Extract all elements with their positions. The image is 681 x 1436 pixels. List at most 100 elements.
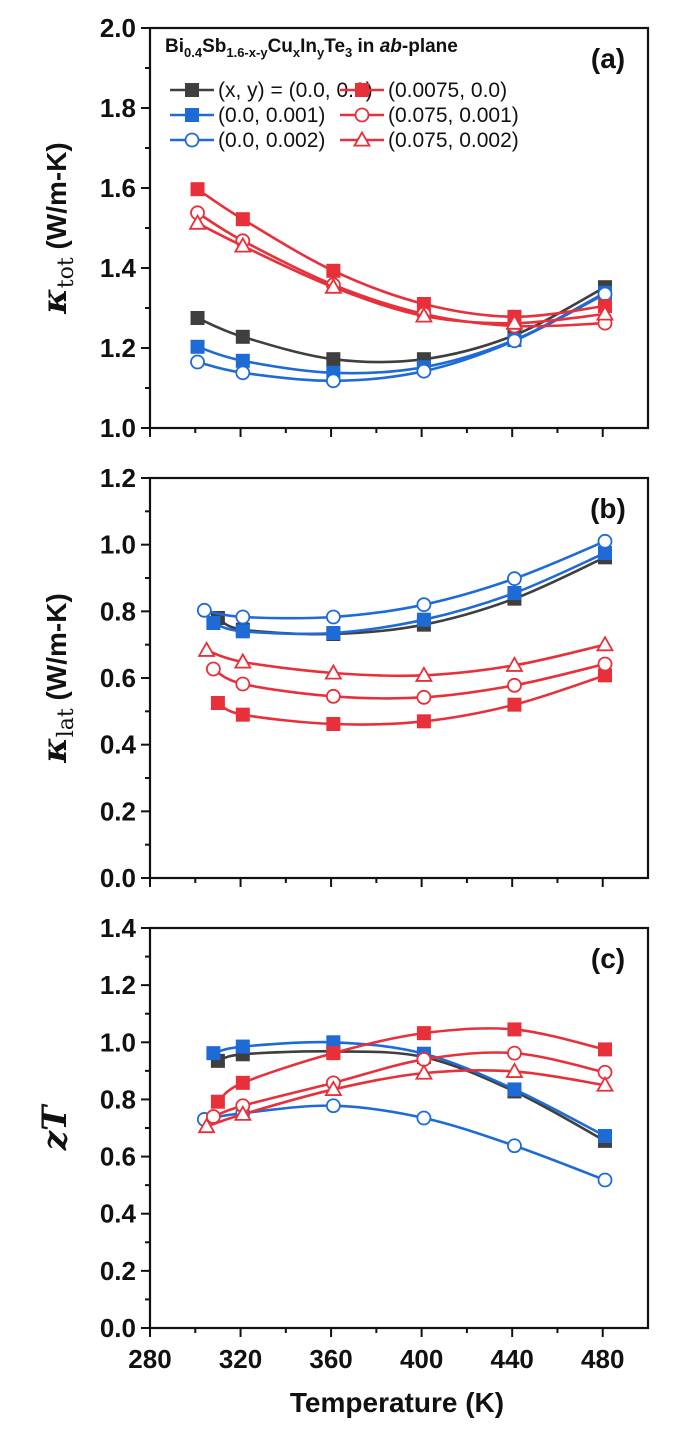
y-tick-label: 2.0: [100, 13, 136, 43]
data-point: [235, 365, 251, 381]
panel-label: (a): [591, 43, 625, 74]
data-point: [416, 714, 431, 729]
panel-label: (c): [591, 943, 625, 974]
series-line: [217, 674, 606, 726]
data-point: [235, 707, 250, 722]
data-point: [190, 354, 205, 370]
y-tick-label: 0.8: [100, 596, 136, 626]
data-point: [416, 689, 432, 705]
y-tick-label: 1.0: [100, 530, 136, 560]
data-point: [206, 1046, 221, 1061]
data-point: [324, 663, 343, 680]
data-point: [235, 676, 251, 692]
legend-label: (0.075, 0.001): [388, 104, 519, 127]
y-tick-label: 1.4: [100, 913, 137, 943]
panel-3: 0.0 0.2 0.4 0.6 0.8 1.0 1.2 1.4 280 320 360 400 440 4…: [35, 913, 650, 1374]
y-axis-unit: (W/m-K): [41, 593, 72, 708]
y-tick-label: 0.2: [100, 796, 136, 826]
data-point: [507, 677, 522, 693]
y-tick-label: 1.2: [100, 970, 136, 1000]
series-2: [206, 546, 612, 640]
data-point: [416, 1110, 432, 1126]
series-6: [197, 635, 615, 682]
series-4: [210, 668, 612, 731]
legend-label: (0.0075, 0.0): [388, 79, 507, 102]
legend-title: Bi0.4Sb1.6-x-yCuxInyTe3 in ab-plane: [165, 36, 458, 60]
x-tick-label: 480: [581, 1344, 624, 1374]
series-5: [205, 656, 613, 705]
data-point: [507, 1045, 522, 1061]
data-point: [595, 1075, 615, 1092]
data-point: [326, 1046, 341, 1061]
data-point: [325, 609, 341, 625]
data-point: [595, 304, 615, 321]
y-tick-label: 0.8: [100, 1084, 136, 1114]
y-axis-unit: (W/m-K): [41, 142, 72, 257]
legend-items: (x, y) = (0.0, 0.0)(0.0, 0.001)(0.0, 0.0…: [170, 79, 519, 152]
data-point: [235, 1075, 250, 1090]
y-tick-label: 0.0: [100, 863, 136, 893]
legend-marker: [184, 132, 200, 148]
data-point: [190, 339, 205, 354]
data-point: [190, 182, 205, 197]
data-point: [597, 533, 613, 549]
y-axis-symbol: κ: [35, 288, 75, 314]
legend-item: (0.0, 0.002): [170, 129, 325, 152]
legend-item: (0.075, 0.001): [340, 104, 519, 127]
legend-marker: [185, 83, 199, 97]
data-point: [197, 641, 216, 657]
legend-item: (x, y) = (0.0, 0.0): [170, 79, 373, 102]
series-line: [213, 1040, 606, 1138]
data-point: [597, 1042, 612, 1057]
data-point: [507, 1082, 522, 1097]
series-4: [190, 182, 612, 324]
series-3: [190, 286, 613, 389]
data-point: [507, 1022, 522, 1037]
data-point: [233, 1104, 252, 1121]
data-point: [190, 311, 205, 325]
legend-label: (0.075, 0.002): [388, 129, 519, 152]
data-point: [507, 571, 522, 587]
y-tick-label: 1.0: [100, 1027, 136, 1057]
y-tick-label: 1.2: [100, 463, 136, 493]
data-point: [597, 656, 613, 672]
x-tick-label: 360: [309, 1344, 352, 1374]
data-point: [188, 213, 207, 230]
legend-label: (0.0, 0.002): [218, 129, 325, 152]
x-tick-label: 440: [490, 1344, 533, 1374]
y-tick-label: 1.6: [100, 173, 136, 203]
data-point: [507, 697, 522, 712]
y-tick-label: 0.4: [100, 730, 137, 760]
series-line: [204, 1104, 606, 1182]
panel-label: (b): [590, 493, 626, 524]
y-axis-label: κlat (W/m-K): [35, 593, 79, 764]
data-point: [235, 353, 250, 368]
data-point: [324, 277, 343, 294]
series-2: [190, 285, 612, 380]
x-tick-label: 280: [128, 1344, 171, 1374]
data-point: [325, 1098, 341, 1114]
data-point: [326, 626, 341, 640]
data-point: [416, 597, 432, 613]
data-point: [235, 1039, 250, 1054]
data-point: [235, 624, 250, 639]
y-axis-symbol: zT: [35, 1103, 75, 1151]
y-tick-label: 0.2: [100, 1256, 136, 1286]
data-point: [507, 1138, 522, 1154]
data-point: [205, 661, 221, 677]
data-point: [325, 373, 341, 389]
series-3: [196, 1098, 613, 1188]
data-point: [597, 286, 613, 302]
data-point: [507, 586, 522, 600]
series-line: [212, 662, 606, 700]
data-point: [597, 1172, 613, 1188]
legend-item: (0.0075, 0.0): [340, 79, 507, 102]
series-6: [197, 1062, 615, 1134]
legend-label: (x, y) = (0.0, 0.0): [218, 79, 373, 102]
legend: Bi0.4Sb1.6-x-yCuxInyTe3 in ab-plane (x, …: [165, 36, 519, 152]
data-point: [235, 609, 251, 625]
legend-marker: [185, 108, 199, 122]
y-tick-label: 1.0: [100, 413, 136, 443]
panel-1: 1.0 1.2 1.4 1.6 1.8 2.0 κtot (W/m-K) (a): [35, 13, 650, 443]
data-point: [416, 1026, 431, 1041]
